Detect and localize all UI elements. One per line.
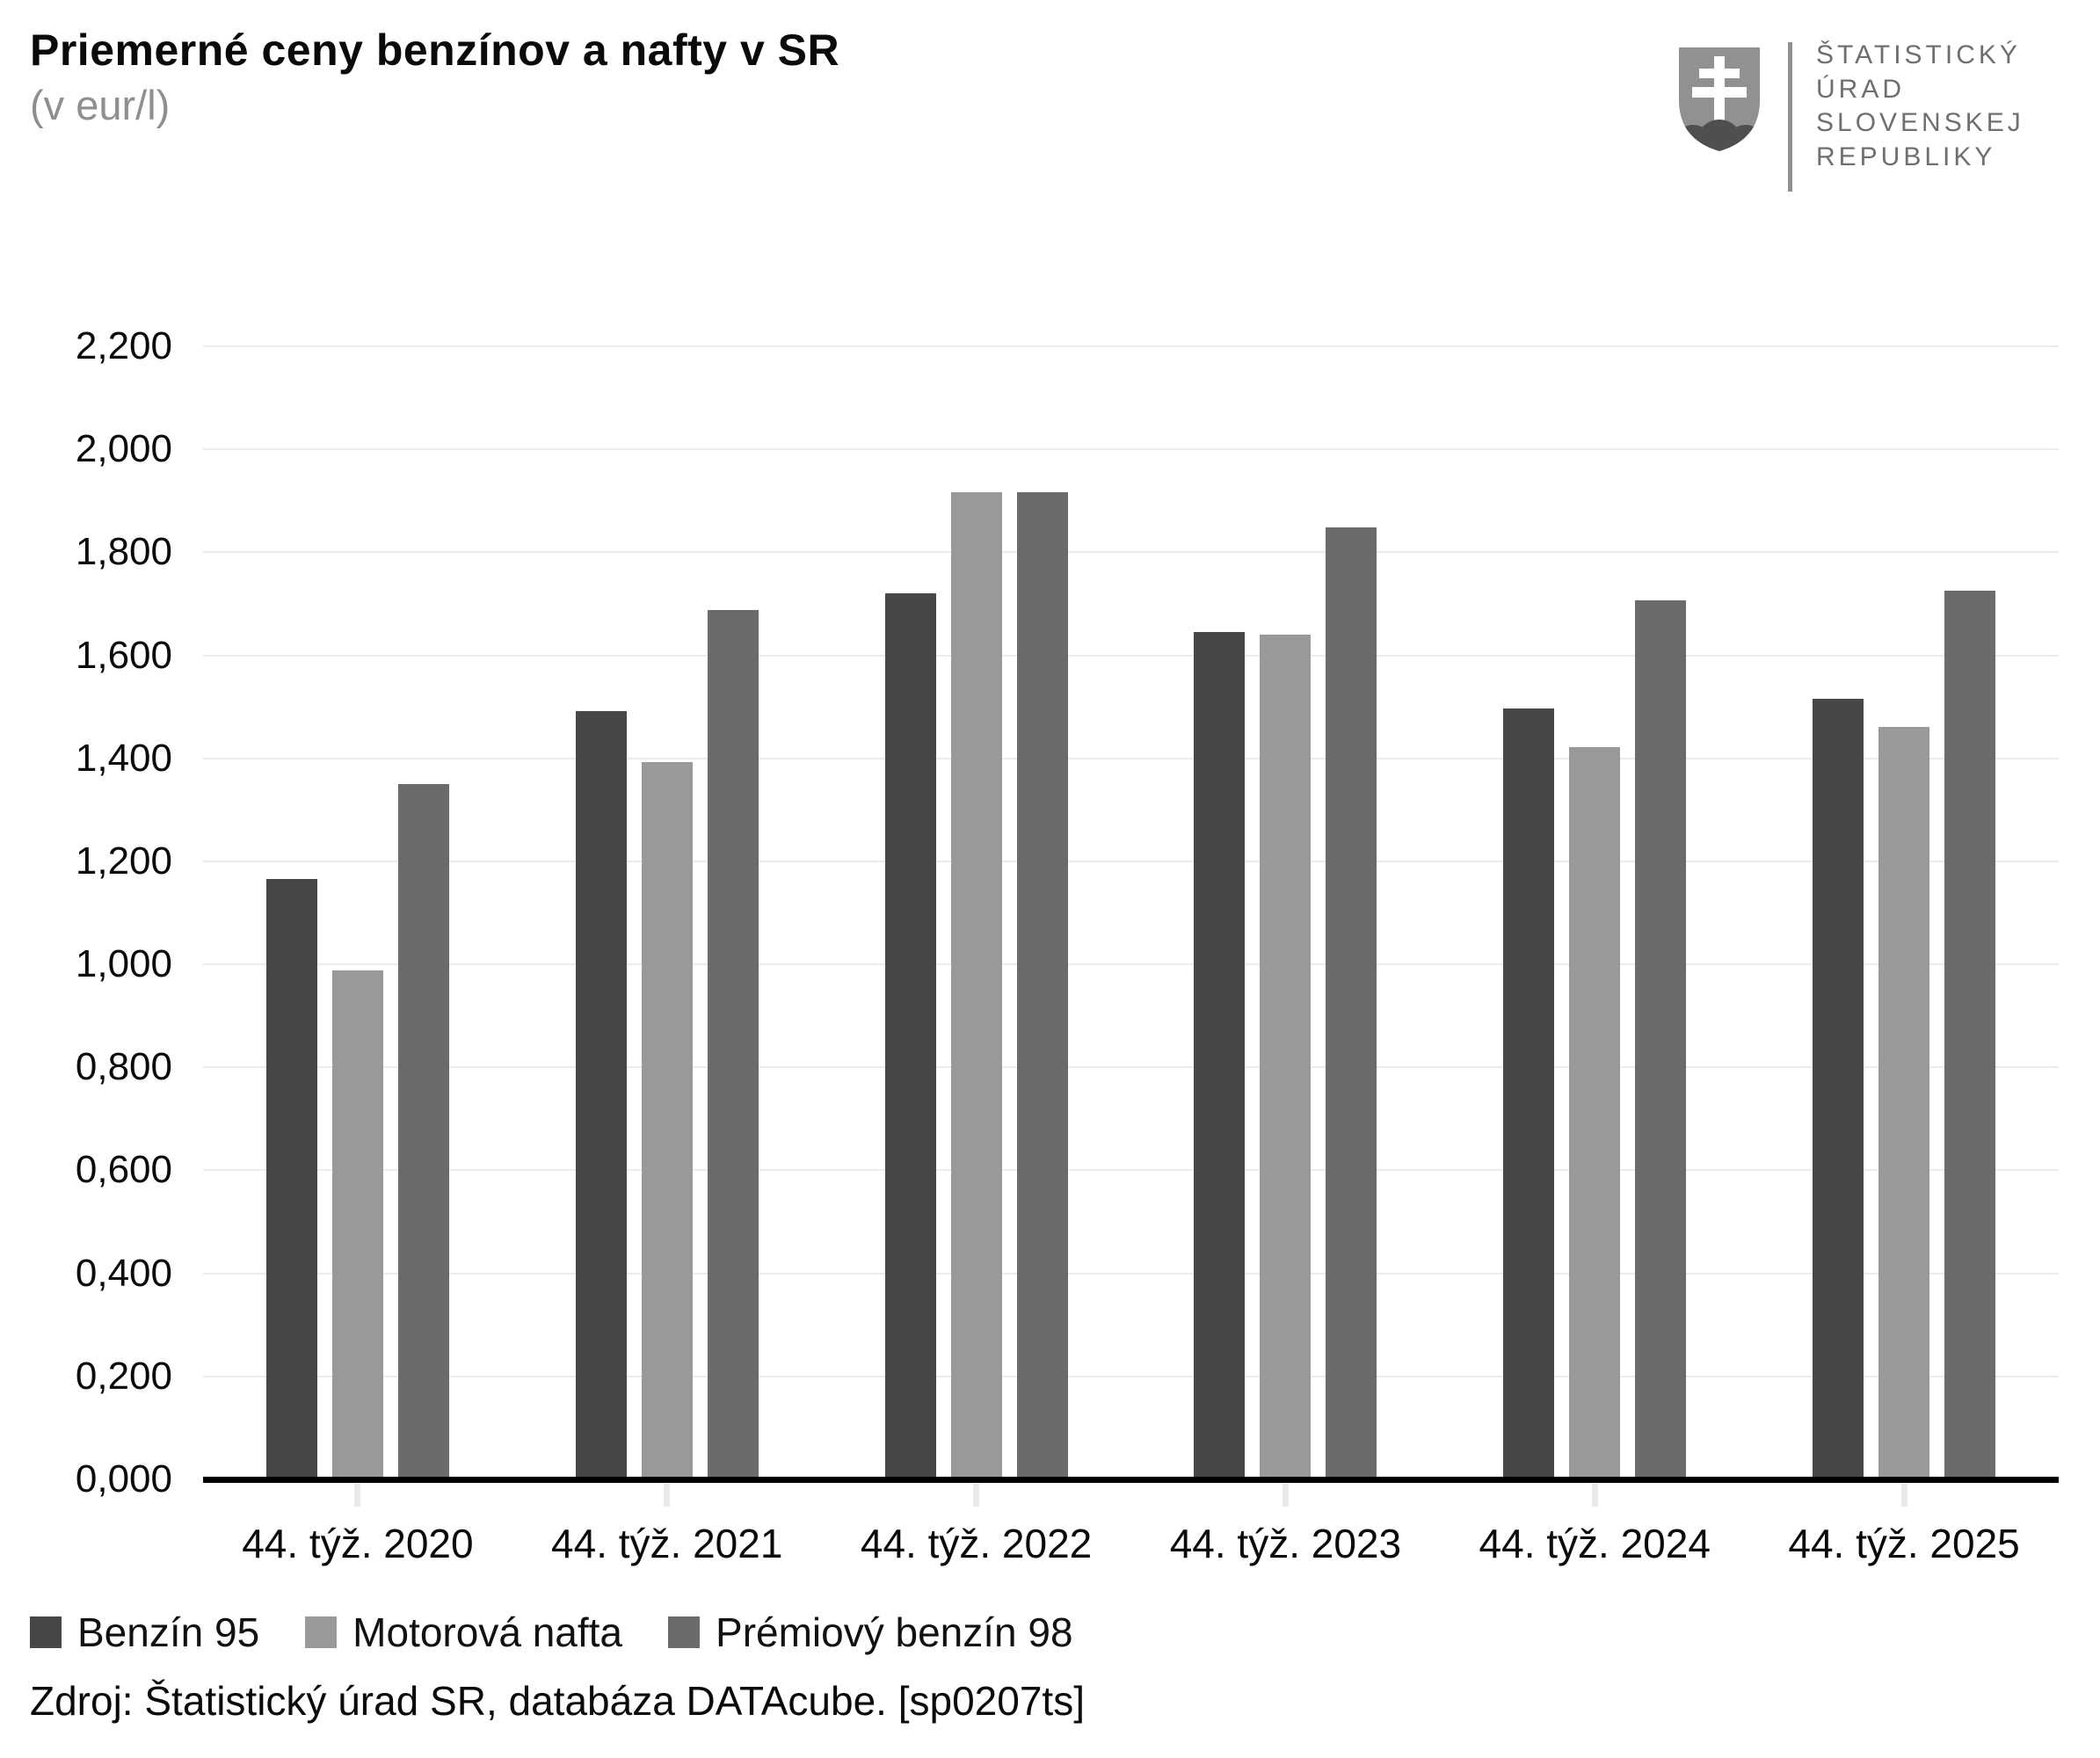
legend-item: Motorová nafta — [305, 1612, 622, 1653]
y-axis-tick-label: 0,200 — [75, 1354, 172, 1398]
legend-label: Motorová nafta — [352, 1609, 623, 1655]
statistical-office-logo: ŠTATISTICKÝ ÚRAD SLOVENSKEJ REPUBLIKY — [1675, 37, 2080, 204]
x-category-label: 44. týž. 2021 — [551, 1521, 783, 1566]
source-note: Zdroj: Štatistický úrad SR, databáza DAT… — [30, 1678, 1085, 1724]
y-axis-tick-label: 1,400 — [75, 736, 172, 780]
y-axis-tick-label: 0,000 — [75, 1457, 172, 1500]
x-category-label: 44. týž. 2022 — [860, 1521, 1093, 1566]
gridline — [203, 551, 2059, 554]
logo-text-line: REPUBLIKY — [1816, 142, 1996, 171]
bar-benz-n-95 — [1194, 632, 1245, 1479]
x-category-label: 44. týž. 2020 — [242, 1521, 474, 1566]
legend-item: Benzín 95 — [30, 1612, 259, 1653]
bar-pr-miov-benz-n-98 — [398, 784, 449, 1479]
legend-swatch-icon — [668, 1616, 701, 1648]
bar-pr-miov-benz-n-98 — [708, 610, 759, 1479]
gridline — [203, 345, 2059, 347]
gridline — [203, 963, 2059, 966]
bar-motorov-nafta — [1569, 747, 1620, 1479]
bar-motorov-nafta — [642, 762, 693, 1479]
x-axis-tick — [354, 1484, 361, 1507]
logo-text: ŠTATISTICKÝ ÚRAD SLOVENSKEJ REPUBLIKY — [1816, 39, 2024, 174]
gridline — [203, 860, 2059, 862]
y-axis-tick-label: 2,200 — [75, 324, 172, 367]
legend-label: Benzín 95 — [77, 1609, 260, 1655]
x-category-label: 44. týž. 2024 — [1479, 1521, 1711, 1566]
logo-text-line: ŠTATISTICKÝ — [1816, 40, 2021, 69]
legend-swatch-icon — [30, 1616, 62, 1648]
x-axis-line — [203, 1477, 2059, 1483]
bar-motorov-nafta — [1260, 635, 1311, 1479]
x-axis-tick — [1900, 1484, 1907, 1507]
bar-motorov-nafta — [951, 492, 1002, 1479]
x-category-label: 44. týž. 2023 — [1169, 1521, 1402, 1566]
bar-motorov-nafta — [332, 970, 383, 1479]
bar-pr-miov-benz-n-98 — [1326, 527, 1377, 1479]
logo-text-line: ÚRAD — [1816, 74, 1906, 104]
gridline — [203, 1272, 2059, 1275]
bar-benz-n-95 — [1813, 699, 1864, 1479]
bar-pr-miov-benz-n-98 — [1944, 591, 1995, 1479]
bar-pr-miov-benz-n-98 — [1635, 600, 1686, 1479]
legend-label: Prémiový benzín 98 — [716, 1609, 1073, 1655]
gridline — [203, 448, 2059, 451]
slovak-coat-of-arms-icon — [1679, 47, 1760, 151]
y-axis-tick-label: 2,000 — [75, 427, 172, 471]
y-axis-tick-label: 0,400 — [75, 1251, 172, 1295]
bar-benz-n-95 — [885, 593, 936, 1479]
bar-benz-n-95 — [1503, 708, 1554, 1479]
gridline — [203, 1375, 2059, 1377]
gridline — [203, 1066, 2059, 1069]
x-axis-tick — [1591, 1484, 1598, 1507]
bar-motorov-nafta — [1878, 727, 1929, 1479]
y-axis-tick-label: 0,600 — [75, 1148, 172, 1192]
x-axis-tick — [973, 1484, 980, 1507]
x-axis-tick — [1282, 1484, 1289, 1507]
logo-divider — [1788, 42, 1792, 192]
gridline — [203, 1169, 2059, 1172]
bar-benz-n-95 — [576, 711, 627, 1479]
x-axis-tick — [664, 1484, 671, 1507]
y-axis-tick-label: 1,200 — [75, 839, 172, 883]
y-axis-tick-label: 1,600 — [75, 633, 172, 677]
gridline — [203, 654, 2059, 657]
legend-item: Prémiový benzín 98 — [668, 1612, 1073, 1653]
bar-pr-miov-benz-n-98 — [1017, 492, 1068, 1479]
logo-text-line: SLOVENSKEJ — [1816, 108, 2024, 137]
y-axis-tick-label: 1,800 — [75, 530, 172, 574]
page-subtitle: (v eur/l) — [30, 82, 171, 128]
page-title: Priemerné ceny benzínov a nafty v SR — [30, 25, 840, 75]
y-axis-tick-label: 0,800 — [75, 1045, 172, 1089]
legend-swatch-icon — [305, 1616, 338, 1648]
chart-legend: Benzín 95 Motorová nafta Prémiový benzín 9… — [30, 1612, 1073, 1653]
y-axis-tick-label: 1,000 — [75, 942, 172, 986]
x-category-label: 44. týž. 2025 — [1788, 1521, 2020, 1566]
bar-benz-n-95 — [266, 879, 317, 1479]
gridline — [203, 757, 2059, 759]
